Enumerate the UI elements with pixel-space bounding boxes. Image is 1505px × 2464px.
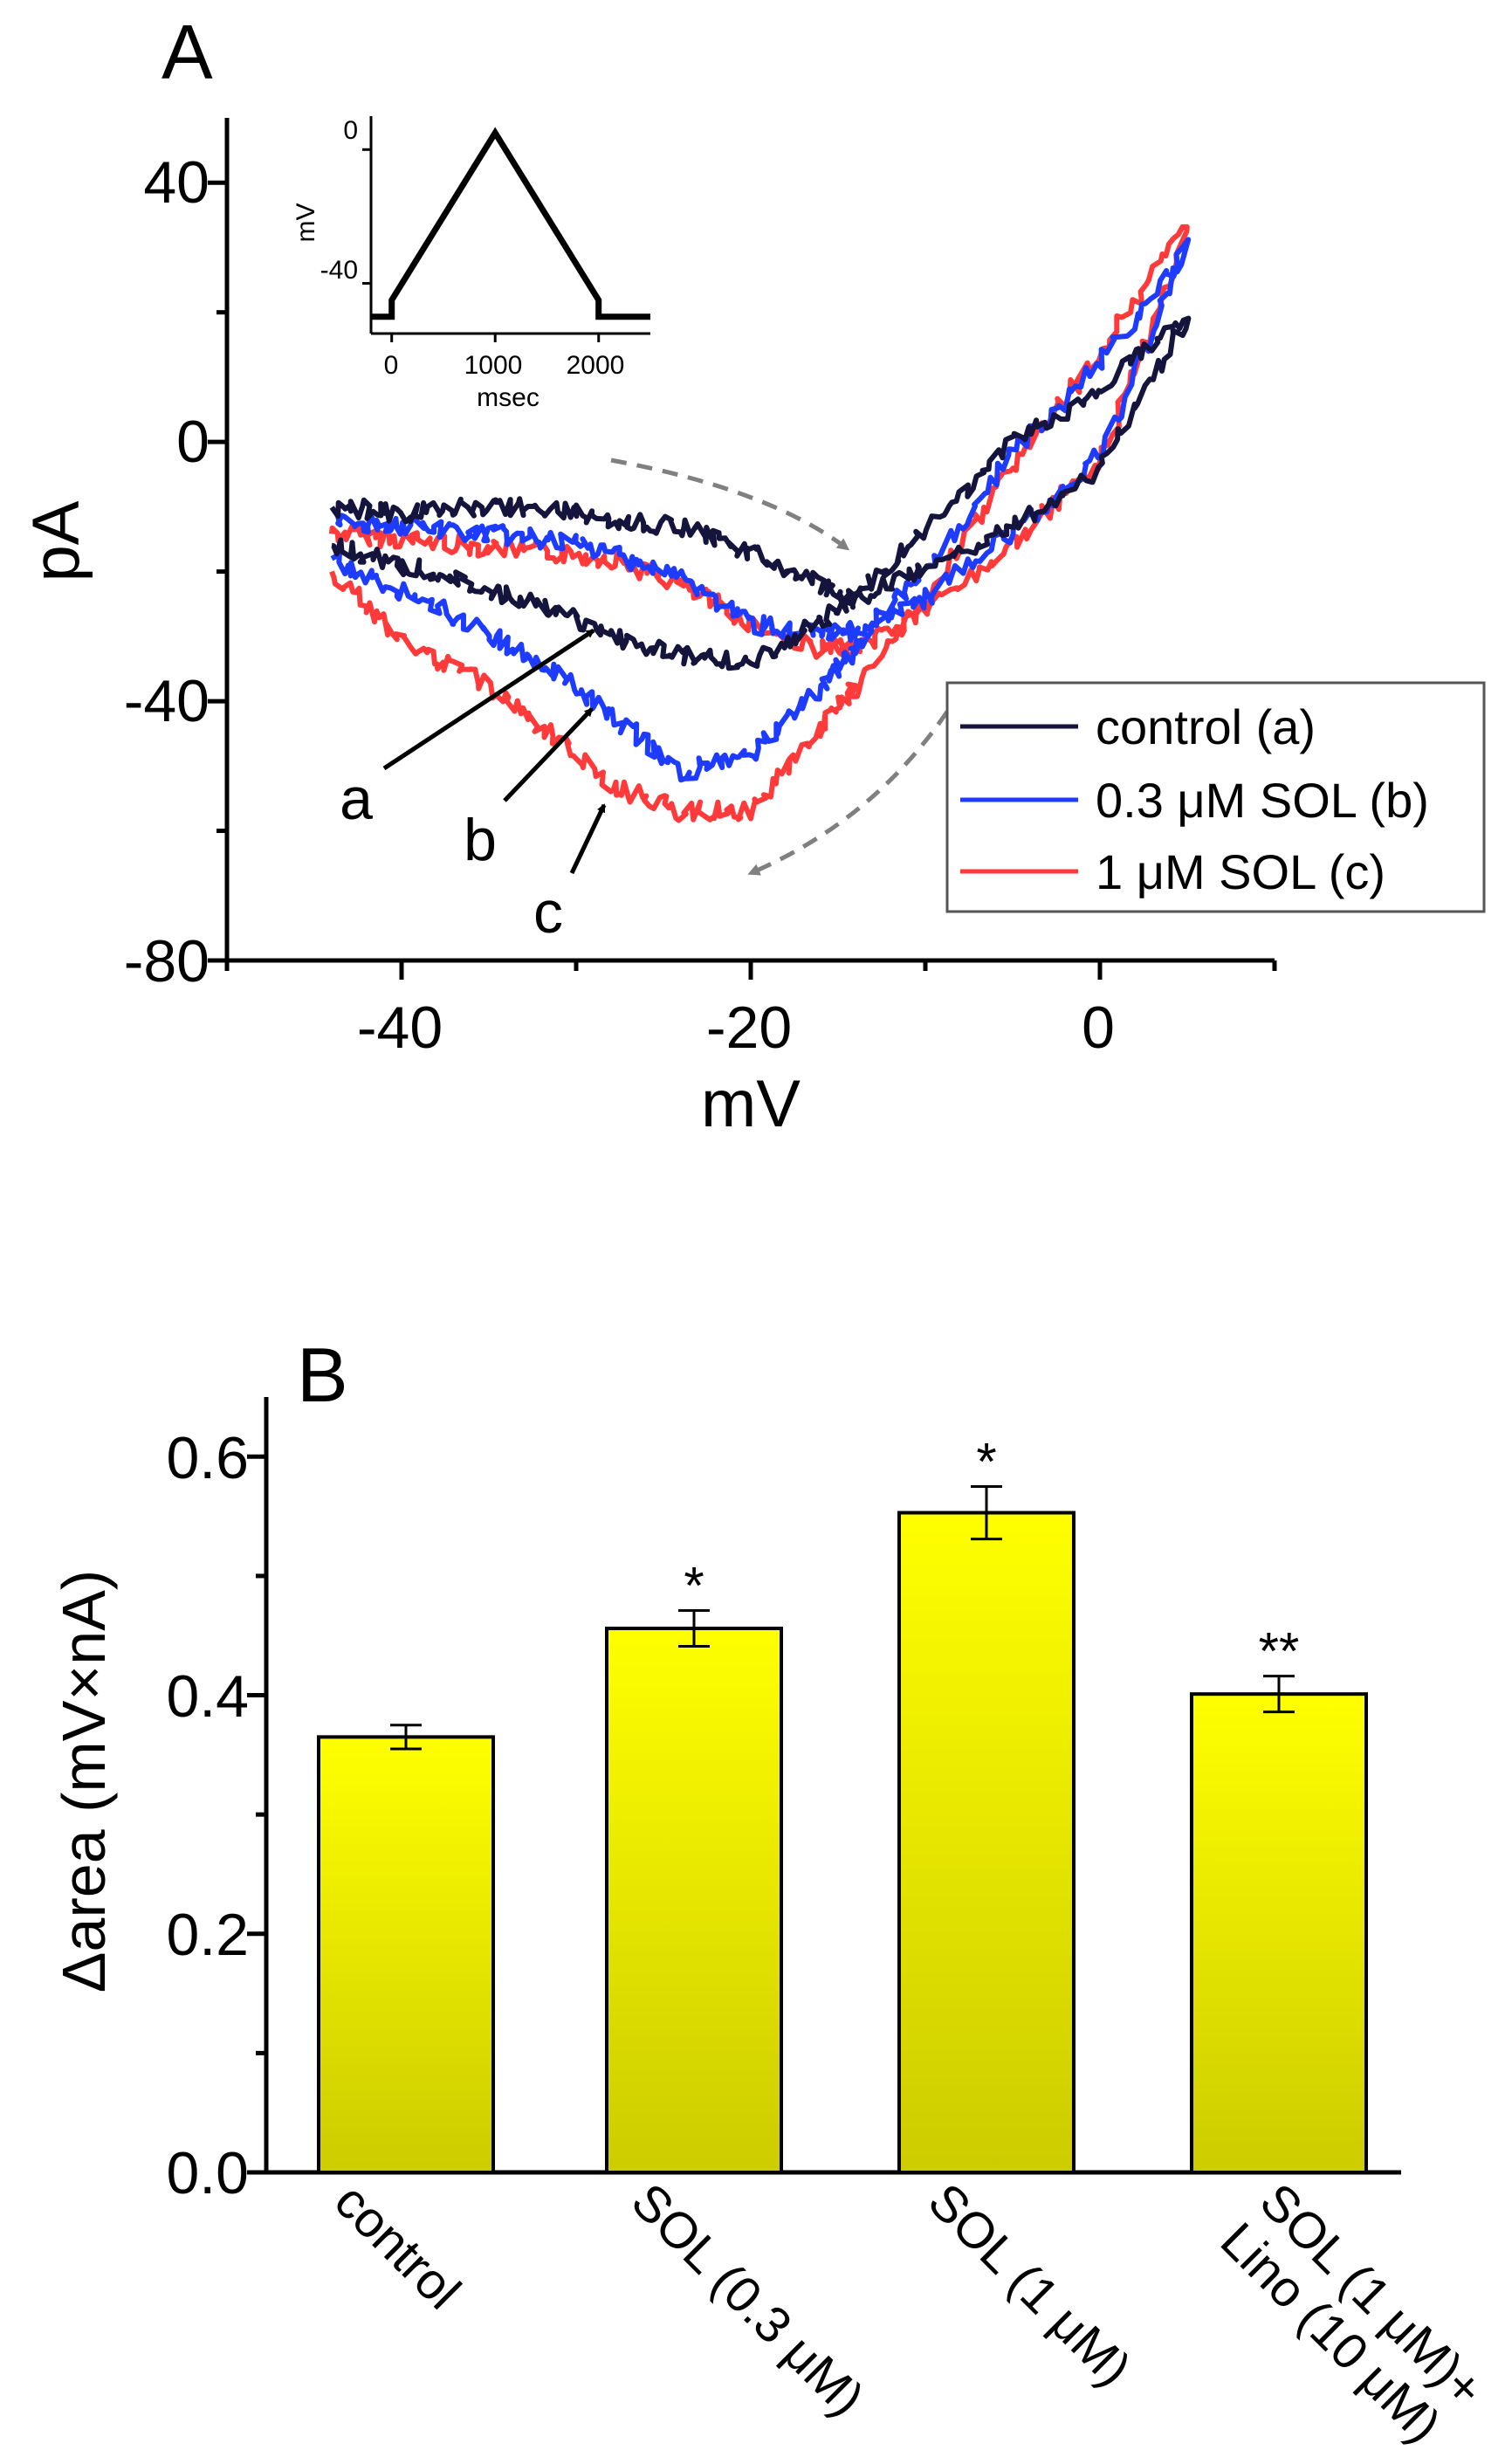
bar <box>605 1627 783 2174</box>
panel-b-y-ticks <box>247 1454 266 2175</box>
curve-c-label: c <box>533 879 563 946</box>
panel-b-ytick-label: 0.0 <box>166 2140 249 2206</box>
panel-a-series <box>328 224 1192 823</box>
panel-a-letter: A <box>161 9 213 95</box>
panel-b-ytick-label: 0.2 <box>166 1902 249 1968</box>
panel-a-inset: 0 1000 2000 0 -40 msec mV <box>292 116 650 412</box>
category-label-sol-1: SOL (1 μM) <box>917 2172 1142 2397</box>
legend-label-sol-03: 0.3 μM SOL (b) <box>1096 773 1429 828</box>
panel-a-x-ticks <box>224 960 1277 980</box>
sweep-direction-arrow-down <box>747 710 950 876</box>
inset-y-axis-label: mV <box>292 203 320 243</box>
panel-a-y-axis-label: pA <box>19 500 93 582</box>
panel-b: B 0.0 0.2 0.4 0.6 Δarea (mV×nA) **** con… <box>50 1332 1495 2454</box>
bar <box>897 1511 1075 2175</box>
panel-b-ytick-label: 0.6 <box>166 1425 249 1491</box>
category-label-sol-03: SOL (0.3 μM) <box>621 2172 875 2426</box>
panel-b-y-axis-label: Δarea (mV×nA) <box>50 1570 118 1993</box>
panel-a: A -40 -20 0 40 0 -40 -80 mV pA a b c <box>19 9 1486 1141</box>
panel-a-ytick-label: 0 <box>176 409 210 475</box>
panel-a-axes: -40 -20 0 40 0 -40 -80 mV pA <box>19 118 1277 1141</box>
significance-marker: * <box>684 1557 704 1615</box>
panel-a-ytick-label: -80 <box>124 928 210 995</box>
curve-a-pointer <box>382 628 595 771</box>
inset-xtick-label: 2000 <box>567 351 625 380</box>
inset-xtick-label: 1000 <box>464 351 523 380</box>
panel-a-y-ticks <box>208 180 227 963</box>
inset-ytick-label: 0 <box>343 116 358 145</box>
inset-x-axis-label: msec <box>477 383 539 412</box>
significance-marker: * <box>976 1432 996 1490</box>
panel-b-letter: B <box>297 1332 348 1418</box>
panel-a-xtick-label: -40 <box>357 995 443 1061</box>
significance-marker: ** <box>1259 1622 1300 1681</box>
curve-b-label: b <box>464 807 497 873</box>
panel-a-xtick-label: 0 <box>1082 995 1115 1061</box>
curve-b-pointer <box>503 707 594 802</box>
inset-ytick-label: -40 <box>320 256 358 285</box>
inset-protocol-line <box>371 127 650 320</box>
curve-c-pointer <box>569 803 607 875</box>
panel-a-ytick-label: -40 <box>124 668 210 734</box>
legend-label-control: control (a) <box>1096 699 1316 754</box>
series-line-sol-0-3 <box>330 237 1192 783</box>
panel-a-legend: control (a) 0.3 μM SOL (b) 1 μM SOL (c) <box>945 681 1486 913</box>
inset-ticks <box>362 148 601 342</box>
series-line-sol-1 <box>328 224 1190 823</box>
panel-b-category-labels: control SOL (0.3 μM) SOL (1 μM) SOL (1 μ… <box>324 2172 1495 2454</box>
panel-a-ytick-label: 40 <box>143 149 210 216</box>
panel-b-ytick-label: 0.4 <box>166 1663 249 1730</box>
category-label-control: control <box>324 2172 471 2320</box>
inset-xtick-label: 0 <box>384 351 399 380</box>
panel-b-axes: 0.0 0.2 0.4 0.6 Δarea (mV×nA) <box>50 1397 1401 2206</box>
series-line-control <box>329 315 1192 671</box>
curve-a-label: a <box>340 766 373 832</box>
bar <box>1190 1692 1368 2175</box>
panel-b-bars: **** <box>317 1432 1368 2175</box>
bar <box>317 1735 495 2175</box>
sweep-direction-arrow-up <box>610 458 850 551</box>
panel-a-xtick-label: -20 <box>706 995 792 1061</box>
panel-a-x-axis-label: mV <box>701 1067 801 1141</box>
legend-label-sol-1: 1 μM SOL (c) <box>1096 844 1385 899</box>
